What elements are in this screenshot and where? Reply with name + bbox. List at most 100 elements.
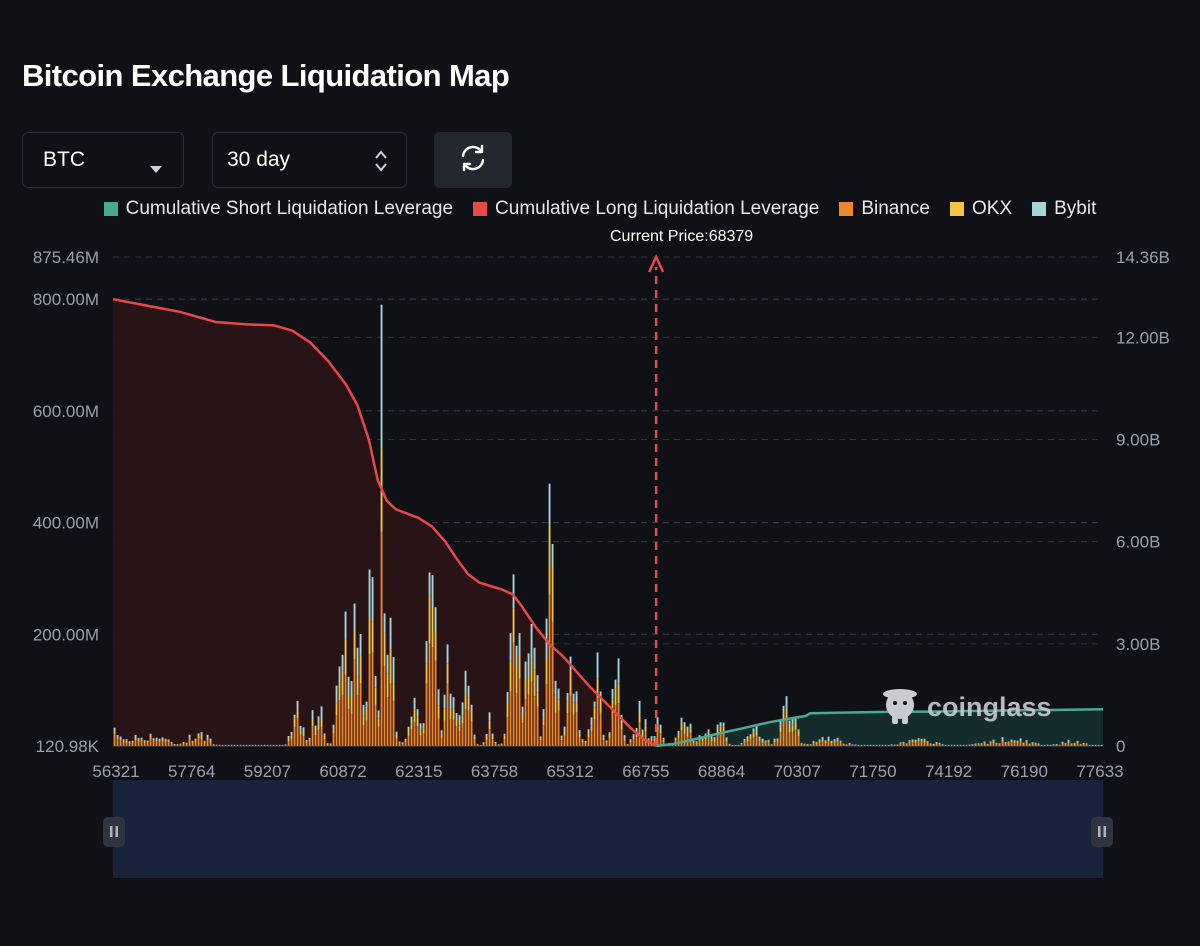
bar-binance	[569, 695, 572, 746]
bar-okx	[458, 725, 461, 732]
bar-binance	[746, 741, 749, 746]
bar-bybit	[374, 676, 377, 688]
bar-okx	[539, 738, 542, 741]
bar-bybit	[902, 741, 905, 743]
bar-binance	[500, 744, 503, 746]
bar-okx	[629, 740, 632, 743]
bar-bybit	[407, 726, 410, 731]
bar-binance	[161, 741, 164, 746]
y-right-tick-label: 6.00B	[1116, 533, 1160, 552]
bar-bybit	[716, 724, 719, 729]
bar-okx	[206, 737, 209, 740]
bar-binance	[434, 660, 437, 746]
bar-binance	[419, 735, 422, 746]
bar-bybit	[665, 743, 668, 745]
refresh-button[interactable]	[434, 132, 512, 188]
bar-okx	[938, 743, 941, 745]
bar-bybit	[296, 700, 299, 709]
bar-bybit	[827, 736, 830, 739]
legend-item-bybit[interactable]: Bybit	[1032, 198, 1096, 220]
bar-bybit	[776, 738, 779, 740]
bar-binance	[878, 745, 881, 746]
bar-binance	[725, 741, 728, 746]
bar-bybit	[425, 641, 428, 664]
legend-item-binance[interactable]: Binance	[839, 198, 930, 220]
bar-binance	[149, 739, 152, 746]
bar-okx	[1016, 741, 1019, 743]
bar-binance	[140, 741, 143, 746]
bar-okx	[647, 740, 650, 743]
bar-bybit	[398, 741, 401, 743]
bar-binance	[272, 745, 275, 746]
bar-binance	[1073, 744, 1076, 746]
bar-binance	[221, 745, 224, 746]
bar-okx	[293, 718, 296, 727]
bar-bybit	[647, 738, 650, 741]
bar-binance	[650, 741, 653, 746]
bar-binance	[326, 744, 329, 746]
bar-binance	[392, 700, 395, 746]
bar-binance	[998, 744, 1001, 746]
bar-bybit	[683, 722, 686, 728]
bar-binance	[839, 742, 842, 746]
bar-binance	[353, 659, 356, 746]
range-select[interactable]: 30 day	[212, 132, 407, 188]
bar-okx	[656, 724, 659, 732]
bar-bybit	[899, 742, 902, 744]
current-price-arrow-icon	[647, 254, 665, 273]
bar-binance	[137, 741, 140, 746]
x-tick-label: 63758	[471, 762, 518, 781]
bar-okx	[530, 659, 533, 682]
bar-bybit	[506, 692, 509, 704]
bar-bybit	[323, 733, 326, 736]
bar-binance	[1037, 744, 1040, 746]
bar-okx	[698, 737, 701, 740]
bar-binance	[821, 741, 824, 746]
bar-bybit	[383, 613, 386, 633]
legend-label: Binance	[861, 198, 930, 219]
bar-binance	[422, 733, 425, 746]
bar-okx	[584, 742, 587, 744]
bar-okx	[998, 743, 1001, 745]
bar-okx	[398, 742, 401, 744]
legend-item-short[interactable]: Cumulative Short Liquidation Leverage	[103, 198, 453, 220]
bar-binance	[1076, 743, 1079, 746]
symbol-select[interactable]: BTC	[22, 132, 184, 188]
bar-binance	[404, 742, 407, 746]
bar-bybit	[1037, 743, 1040, 744]
bar-bybit	[356, 647, 359, 677]
bar-binance	[806, 744, 809, 746]
bar-bybit	[1010, 739, 1013, 741]
bar-okx	[590, 725, 593, 731]
bar-binance	[617, 703, 620, 746]
bar-okx	[485, 736, 488, 740]
bar-okx	[920, 740, 923, 742]
bar-bybit	[461, 702, 464, 716]
bar-bybit	[473, 734, 476, 737]
legend-item-okx[interactable]: OKX	[950, 198, 1012, 220]
bar-binance	[1016, 742, 1019, 746]
bar-binance	[695, 743, 698, 746]
page-title: Bitcoin Exchange Liquidation Map	[22, 58, 510, 93]
bar-bybit	[548, 483, 551, 526]
bar-bybit	[998, 743, 1001, 744]
bar-okx	[695, 742, 698, 744]
bar-okx	[818, 741, 821, 743]
current-price-label: Current Price:68379	[610, 228, 754, 245]
bar-bybit	[662, 737, 665, 740]
brush-track	[113, 780, 1103, 878]
bar-binance	[437, 718, 440, 746]
bar-bybit	[800, 743, 803, 744]
bar-binance	[242, 745, 245, 746]
legend-item-long[interactable]: Cumulative Long Liquidation Leverage	[473, 198, 819, 220]
bar-bybit	[365, 701, 368, 709]
bar-okx	[1085, 744, 1088, 745]
bar-binance	[932, 745, 935, 746]
bar-binance	[716, 734, 719, 746]
bar-bybit	[434, 607, 437, 632]
bar-bybit	[926, 741, 929, 743]
bar-binance	[533, 696, 536, 746]
bar-okx	[326, 743, 329, 745]
bar-okx	[836, 739, 839, 742]
bar-bybit	[209, 738, 212, 741]
